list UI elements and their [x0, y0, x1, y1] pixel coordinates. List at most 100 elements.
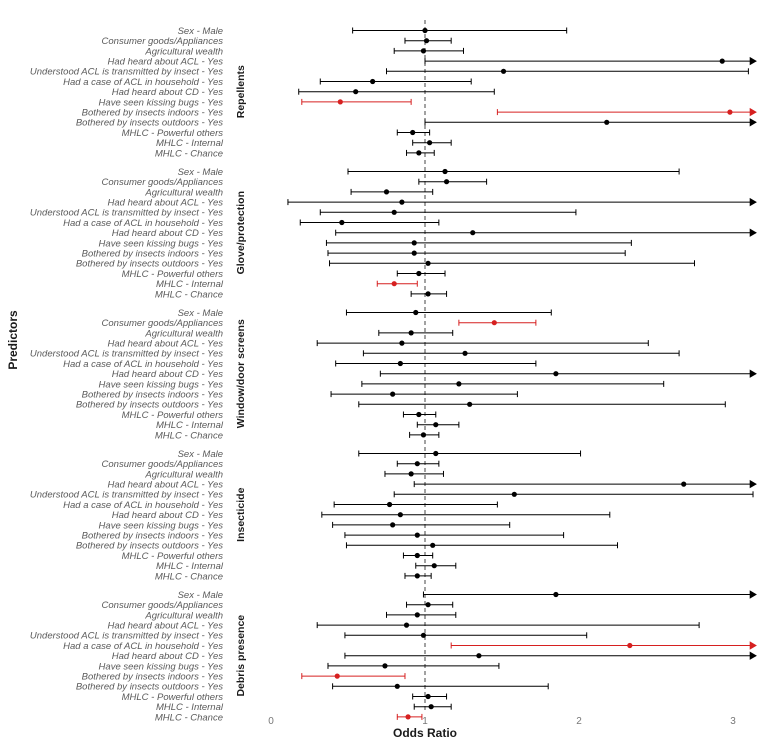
- predictor-label: Had heard about ACL - Yes: [108, 57, 224, 68]
- forest-row: Had a case of ACL in household - Yes: [63, 641, 757, 652]
- or-point: [420, 432, 427, 438]
- forest-row: MHLC - Internal: [156, 279, 418, 290]
- ci-arrow: [749, 651, 757, 660]
- or-point: [462, 350, 468, 356]
- or-point: [627, 642, 633, 649]
- or-point: [353, 89, 359, 95]
- or-point: [411, 240, 417, 246]
- predictor-label: Have seen kissing bugs - Yes: [99, 238, 224, 249]
- forest-row: Bothered by insects indoors - Yes: [82, 390, 518, 401]
- forest-row: MHLC - Internal: [156, 420, 460, 431]
- or-point: [420, 48, 427, 54]
- or-point: [382, 663, 388, 669]
- forest-row: MHLC - Powerful others: [122, 128, 431, 139]
- forest-row: MHLC - Chance: [155, 712, 423, 723]
- or-point: [476, 653, 482, 659]
- or-point: [430, 542, 436, 548]
- forest-row: Consumer goods/Appliances: [102, 177, 488, 188]
- or-point: [337, 99, 343, 105]
- or-point: [604, 119, 610, 125]
- predictor-label: Bothered by insects outdoors - Yes: [76, 682, 223, 693]
- forest-row: Have seen kissing bugs - Yes: [99, 238, 632, 249]
- or-point: [431, 563, 437, 569]
- or-point: [681, 481, 687, 487]
- forest-row: MHLC - Powerful others: [122, 692, 448, 703]
- or-point: [420, 632, 427, 638]
- or-point: [410, 129, 416, 136]
- or-point: [414, 612, 420, 618]
- predictor-label: MHLC - Chance: [155, 430, 223, 441]
- predictor-label: Had heard about ACL - Yes: [108, 339, 224, 350]
- predictor-label: Sex - Male: [178, 26, 223, 37]
- forest-row: MHLC - Powerful others: [122, 410, 437, 421]
- panel-label: Debris presence: [235, 615, 247, 697]
- or-point: [456, 381, 462, 387]
- or-point: [390, 522, 396, 528]
- or-point: [425, 602, 431, 608]
- forest-row: Had heard about CD - Yes: [112, 228, 757, 239]
- predictor-label: Agricultural wealth: [144, 610, 223, 621]
- forest-row: Sex - Male: [178, 308, 552, 319]
- forest-row: Consumer goods/Appliances: [102, 318, 537, 329]
- or-point: [411, 250, 417, 256]
- x-axis: Odds Ratio Predictors 0 1 2 3: [6, 310, 736, 740]
- predictor-label: Consumer goods/Appliances: [102, 600, 224, 611]
- predictor-label: MHLC - Internal: [156, 279, 224, 290]
- or-point: [394, 683, 400, 689]
- predictor-label: Have seen kissing bugs - Yes: [99, 520, 224, 531]
- or-point: [405, 714, 411, 720]
- predictor-label: Understood ACL is transmitted by insect …: [30, 631, 223, 642]
- or-point: [442, 168, 448, 175]
- or-point: [719, 58, 725, 64]
- x-tick-label: 0: [268, 716, 274, 727]
- forest-row: MHLC - Internal: [156, 702, 452, 713]
- or-point: [427, 140, 433, 146]
- or-point: [470, 230, 476, 236]
- predictor-label: Bothered by insects outdoors - Yes: [76, 259, 223, 270]
- forest-row: Bothered by insects outdoors - Yes: [76, 682, 549, 693]
- predictor-label: Have seen kissing bugs - Yes: [99, 379, 224, 390]
- predictor-label: Bothered by insects indoors - Yes: [82, 390, 224, 401]
- forest-row: Bothered by insects outdoors - Yes: [76, 118, 757, 129]
- predictor-label: Sex - Male: [178, 449, 223, 460]
- predictor-label: Bothered by insects indoors - Yes: [82, 108, 224, 119]
- forest-row: Had heard about CD - Yes: [112, 369, 757, 380]
- forest-row: Agricultural wealth: [144, 46, 464, 57]
- ci-arrow: [749, 590, 757, 599]
- predictor-label: Bothered by insects outdoors - Yes: [76, 118, 223, 129]
- predictor-label: Bothered by insects indoors - Yes: [82, 531, 224, 542]
- ci-arrow: [749, 479, 757, 489]
- predictor-label: MHLC - Internal: [156, 561, 224, 572]
- ci-arrow: [749, 369, 757, 378]
- or-point: [397, 360, 403, 367]
- forest-row: Had heard about CD - Yes: [112, 510, 611, 521]
- forest-row: Understood ACL is transmitted by insect …: [30, 490, 754, 501]
- predictor-label: Bothered by insects indoors - Yes: [82, 249, 224, 260]
- or-point: [416, 411, 422, 418]
- predictor-label: Bothered by insects outdoors - Yes: [76, 400, 223, 411]
- forest-row: MHLC - Internal: [156, 138, 452, 149]
- forest-row: Understood ACL is transmitted by insect …: [30, 208, 577, 219]
- forest-row: Have seen kissing bugs - Yes: [99, 661, 500, 672]
- forest-row: Agricultural wealth: [144, 610, 457, 621]
- or-point: [408, 471, 414, 477]
- forest-row: Bothered by insects indoors - Yes: [82, 672, 406, 683]
- forest-row: Agricultural wealth: [144, 469, 444, 480]
- panel-label: Glove/protection: [235, 191, 247, 274]
- predictor-label: Had a case of ACL in household - Yes: [63, 218, 223, 229]
- predictor-label: Had a case of ACL in household - Yes: [63, 77, 223, 88]
- predictor-label: Have seen kissing bugs - Yes: [99, 661, 224, 672]
- x-tick-label: 2: [576, 716, 582, 727]
- forest-row: MHLC - Powerful others: [122, 551, 434, 562]
- or-point: [339, 219, 345, 226]
- predictor-label: MHLC - Internal: [156, 420, 224, 431]
- predictor-label: Had a case of ACL in household - Yes: [63, 500, 223, 511]
- predictor-label: MHLC - Powerful others: [122, 269, 224, 280]
- forest-row: Understood ACL is transmitted by insect …: [30, 631, 588, 642]
- x-axis-title: Odds Ratio: [393, 726, 457, 740]
